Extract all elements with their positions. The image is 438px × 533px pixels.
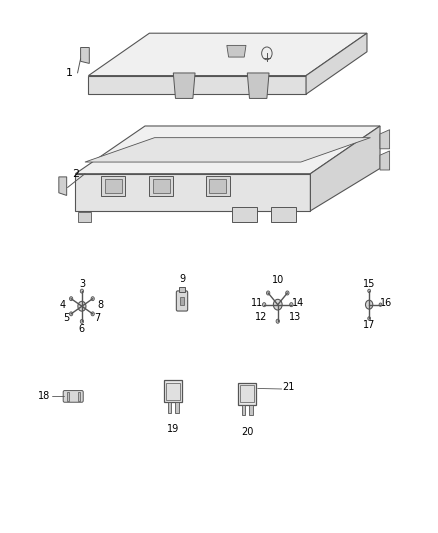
Circle shape: [368, 289, 371, 293]
Bar: [180, 287, 185, 293]
Text: 13: 13: [289, 312, 301, 322]
Circle shape: [70, 297, 73, 301]
Text: 5: 5: [63, 313, 69, 323]
Circle shape: [290, 303, 293, 306]
Text: 6: 6: [79, 324, 85, 334]
Text: 4: 4: [60, 300, 66, 310]
Text: 11: 11: [251, 298, 263, 308]
Polygon shape: [59, 177, 67, 196]
Bar: [240, 385, 254, 402]
Circle shape: [80, 319, 84, 324]
Polygon shape: [306, 33, 367, 94]
Bar: [168, 402, 171, 413]
Text: 20: 20: [241, 427, 254, 437]
Circle shape: [91, 312, 94, 316]
Bar: [164, 380, 183, 402]
Polygon shape: [88, 76, 306, 94]
Polygon shape: [153, 179, 170, 193]
Text: 9: 9: [179, 273, 185, 284]
Text: 2: 2: [72, 169, 79, 179]
Circle shape: [286, 291, 289, 295]
Polygon shape: [75, 174, 311, 211]
Text: 14: 14: [292, 298, 304, 308]
Text: 1: 1: [65, 68, 72, 78]
Polygon shape: [271, 207, 297, 222]
Polygon shape: [102, 176, 125, 196]
Bar: [250, 405, 253, 416]
Circle shape: [368, 317, 371, 320]
Polygon shape: [173, 73, 195, 99]
Polygon shape: [380, 130, 390, 149]
Text: 15: 15: [363, 279, 375, 289]
Text: 8: 8: [98, 300, 104, 310]
Circle shape: [276, 319, 279, 323]
Text: 19: 19: [167, 424, 180, 434]
Polygon shape: [311, 126, 380, 211]
Circle shape: [379, 303, 382, 306]
Bar: [67, 392, 69, 401]
Bar: [238, 383, 256, 405]
Text: 3: 3: [79, 279, 85, 289]
Text: 10: 10: [272, 275, 284, 285]
Circle shape: [70, 312, 73, 316]
Text: 16: 16: [381, 298, 393, 308]
Circle shape: [91, 297, 94, 301]
Text: 18: 18: [38, 391, 50, 401]
Bar: [78, 392, 80, 401]
Polygon shape: [206, 176, 230, 196]
Polygon shape: [88, 33, 367, 76]
FancyBboxPatch shape: [177, 291, 187, 311]
Circle shape: [266, 291, 270, 295]
Bar: [166, 383, 180, 400]
Circle shape: [262, 303, 266, 306]
Circle shape: [78, 301, 86, 311]
Polygon shape: [247, 73, 269, 99]
Polygon shape: [209, 179, 226, 193]
Polygon shape: [380, 151, 390, 170]
Polygon shape: [227, 45, 246, 57]
Bar: [180, 297, 184, 305]
Polygon shape: [232, 207, 257, 222]
Circle shape: [273, 300, 282, 310]
Polygon shape: [105, 179, 122, 193]
Bar: [242, 405, 245, 416]
Text: 21: 21: [283, 382, 295, 392]
Bar: [176, 402, 179, 413]
Polygon shape: [85, 138, 371, 162]
Text: 12: 12: [254, 312, 267, 322]
FancyBboxPatch shape: [63, 391, 83, 402]
Circle shape: [80, 289, 84, 293]
Text: 17: 17: [363, 320, 375, 330]
Polygon shape: [149, 176, 173, 196]
Polygon shape: [81, 47, 89, 63]
Polygon shape: [75, 126, 380, 174]
Text: 7: 7: [95, 313, 101, 323]
Polygon shape: [78, 212, 91, 222]
Circle shape: [365, 300, 373, 309]
